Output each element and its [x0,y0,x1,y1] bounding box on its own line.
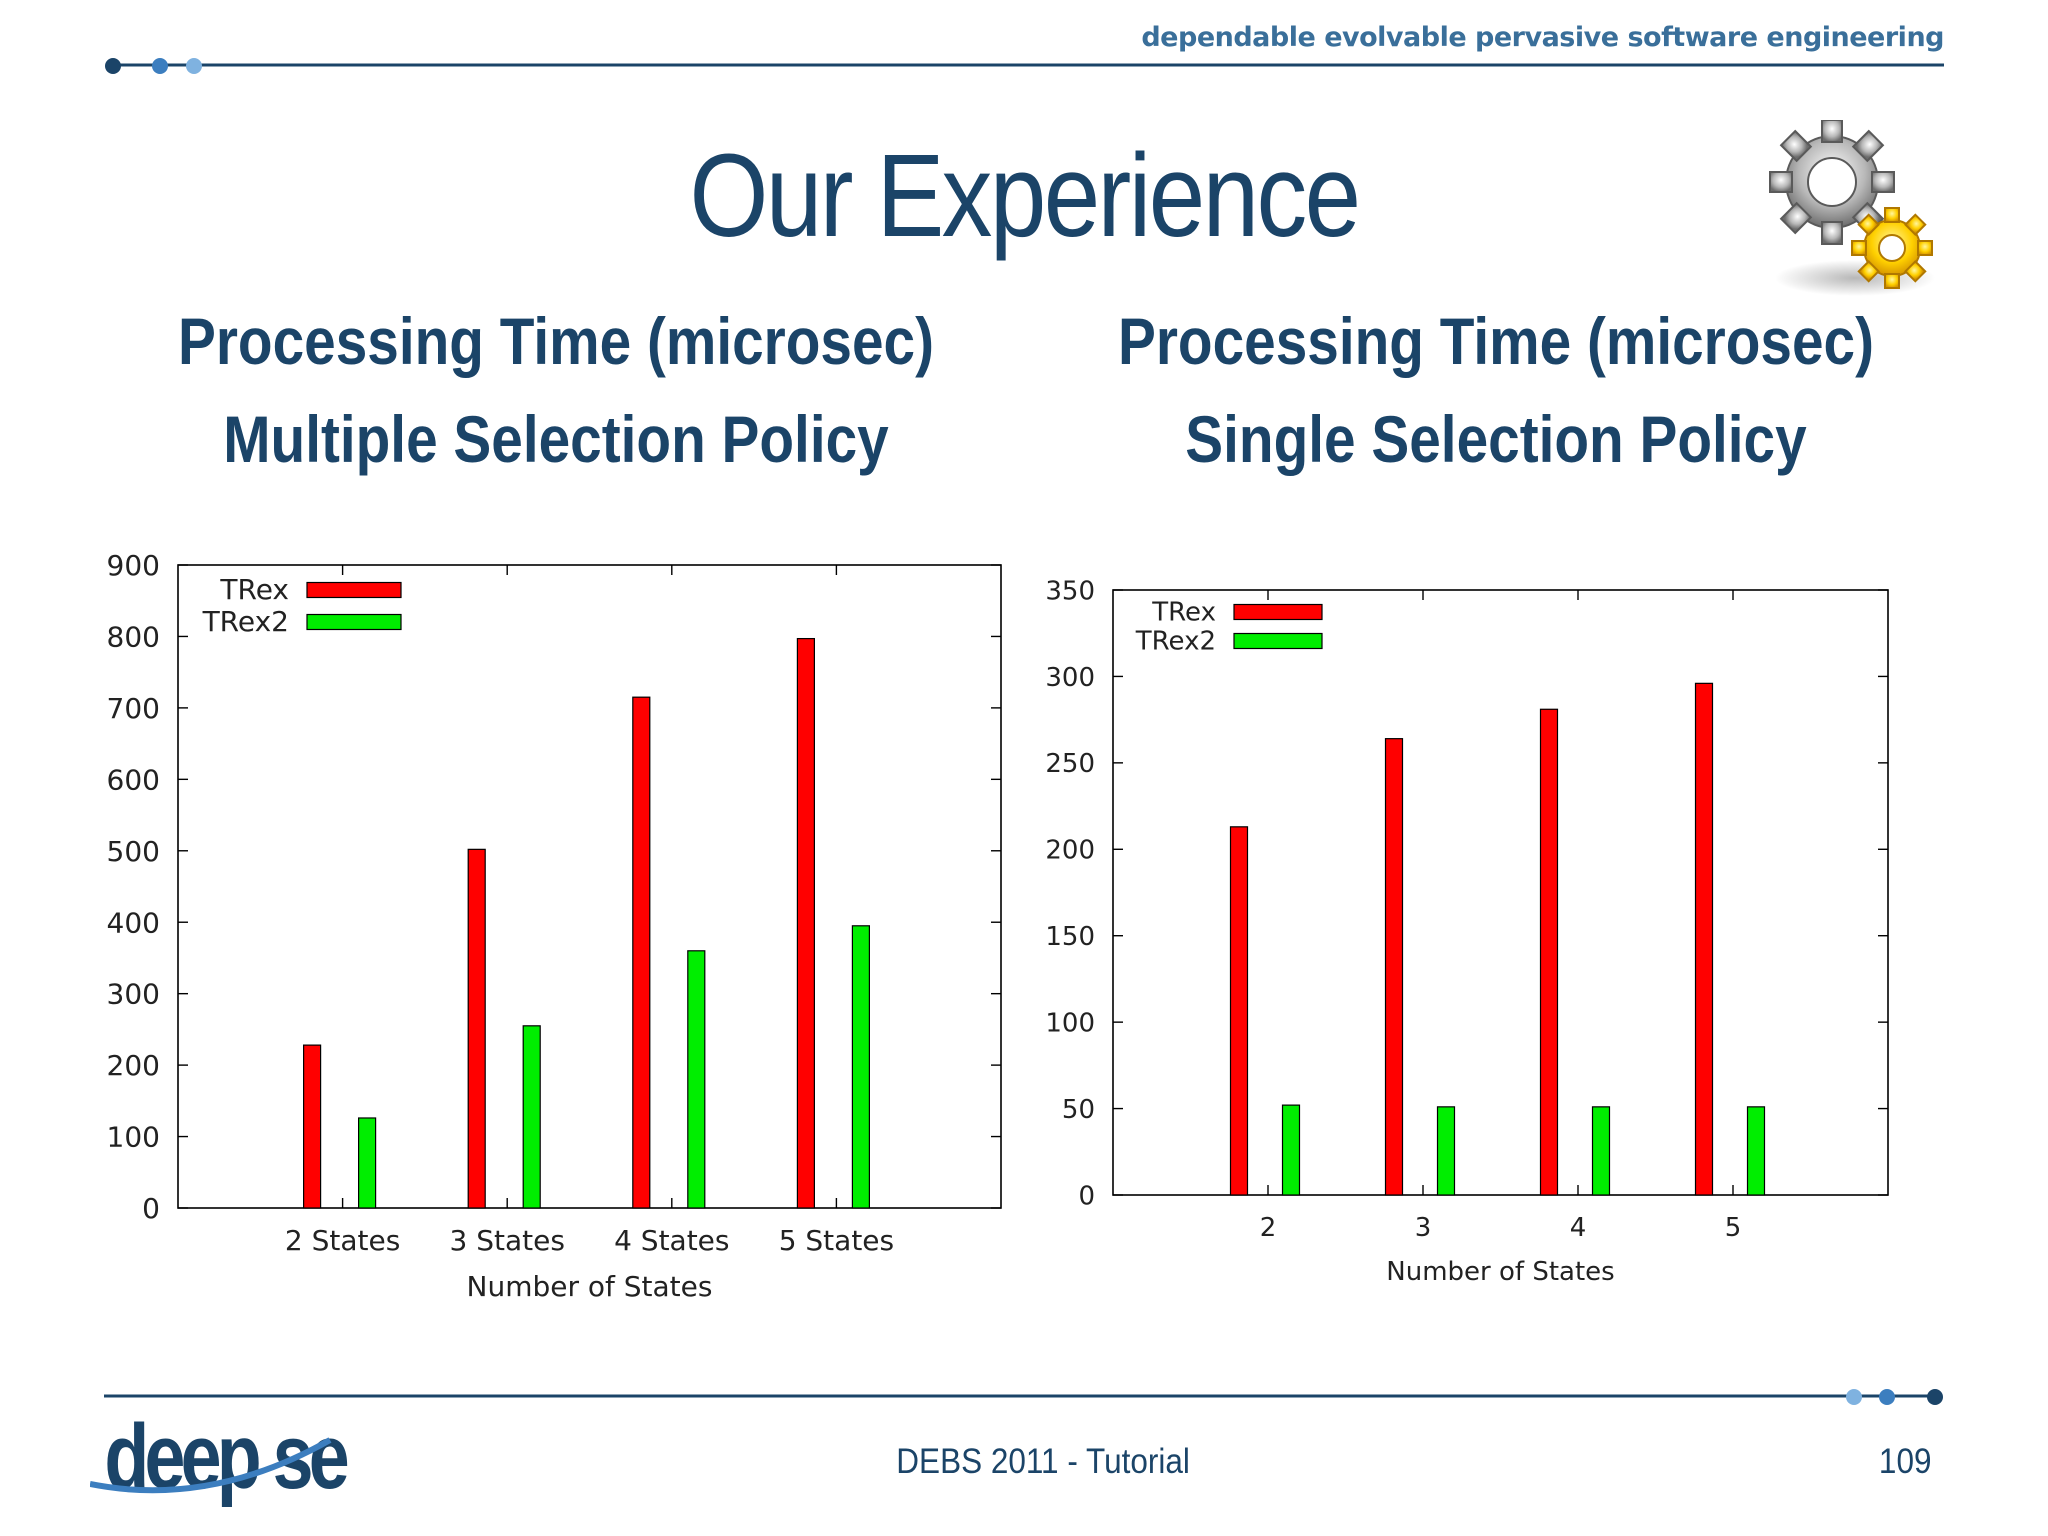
chart2-y-tick-label: 50 [1062,1095,1095,1125]
chart2-legend-label: TRex2 [1135,626,1216,656]
chart2-legend-swatch [1233,632,1323,650]
chart2-bar-trex2 [1436,1106,1456,1196]
chart1-plot-frame [177,564,1002,1209]
chart1-x-tick-label: 4 States [614,1224,729,1257]
chart2-bar-trex [1384,738,1404,1196]
chart2-y-tick-label: 350 [1045,576,1095,606]
chart1-y-tick-label: 500 [107,835,160,868]
slide-title: Our Experience [689,130,1362,262]
chart2-x-tick-label: 4 [1570,1213,1587,1243]
chart1-bar-trex2 [851,925,871,1209]
chart1-bar-trex [796,637,816,1209]
deep-se-logo: deep se [90,1405,350,1508]
chart1-bar-trex2 [522,1025,541,1209]
chart2-y-tick-label: 300 [1045,663,1095,693]
right-subtitle-line2: Single Selection Policy [1185,402,1807,476]
chart1-bar-trex2 [687,950,706,1209]
chart2-x-tick-label: 5 [1725,1213,1742,1243]
chart2-legend-swatch [1233,603,1323,621]
footer-center: DEBS 2011 - Tutorial [896,1442,1190,1481]
chart1-y-tick-label: 200 [107,1049,160,1082]
chart1-legend-label: TRex2 [202,605,289,638]
chart1-legend-swatch [306,613,402,631]
chart1-x-axis-label: Number of States [467,1270,713,1303]
chart2-bar-trex [1539,708,1559,1196]
chart1-x-tick-label: 2 States [285,1224,400,1257]
left-subtitle-line1: Processing Time (microsec) [177,304,935,378]
chart2-y-tick-label: 200 [1045,836,1095,866]
chart2-x-tick-label: 2 [1260,1213,1277,1243]
chart1-x-tick-label: 5 States [779,1224,894,1257]
chart1-y-tick-label: 600 [107,763,160,796]
chart2-y-tick-label: 0 [1078,1181,1095,1211]
chart2-bar-trex [1229,826,1249,1196]
chart1-bar-trex [632,696,651,1209]
chart1-bar-trex [303,1044,322,1209]
chart2-x-axis-label: Number of States [1386,1257,1614,1287]
chart1-y-tick-label: 0 [142,1192,160,1225]
chart2-legend-label: TRex [1151,597,1216,627]
chart2-y-tick-label: 250 [1045,749,1095,779]
left-subtitle-line2: Multiple Selection Policy [223,402,889,476]
chart1-y-tick-label: 300 [107,978,160,1011]
chart1-y-tick-label: 400 [107,906,160,939]
footer-rule [104,1389,1943,1405]
right-subtitle-line1: Processing Time (microsec) [1117,304,1875,378]
page-number: 109 [1878,1442,1932,1481]
chart1-bar-trex2 [358,1117,377,1209]
chart1-legend-label: TRex [219,573,289,606]
chart2-bar-trex2 [1746,1106,1766,1196]
chart1-bar-trex [467,848,486,1209]
header-tagline: dependable evolvable pervasive software … [1141,22,1944,53]
chart1-x-tick-label: 3 States [449,1224,564,1257]
left-subtitle: Processing Time (microsec) Multiple Sele… [147,292,966,488]
chart1-legend-swatch [306,581,402,599]
chart2-y-tick-label: 150 [1045,922,1095,952]
chart1-y-tick-label: 900 [107,549,160,582]
chart2-bar-trex2 [1591,1106,1611,1196]
chart1-y-tick-label: 100 [107,1121,160,1154]
chart2-bar-trex2 [1281,1104,1301,1196]
chart2-y-tick-label: 100 [1045,1009,1095,1039]
chart2-plot-frame [1112,589,1889,1196]
chart2-x-tick-label: 3 [1415,1213,1432,1243]
header-rule [105,58,1944,74]
chart1-y-tick-label: 800 [107,621,160,654]
gears-icon [1769,120,1935,296]
chart2-bar-trex [1694,682,1714,1196]
right-subtitle: Processing Time (microsec) Single Select… [1087,292,1906,488]
chart1-y-tick-label: 700 [107,692,160,725]
